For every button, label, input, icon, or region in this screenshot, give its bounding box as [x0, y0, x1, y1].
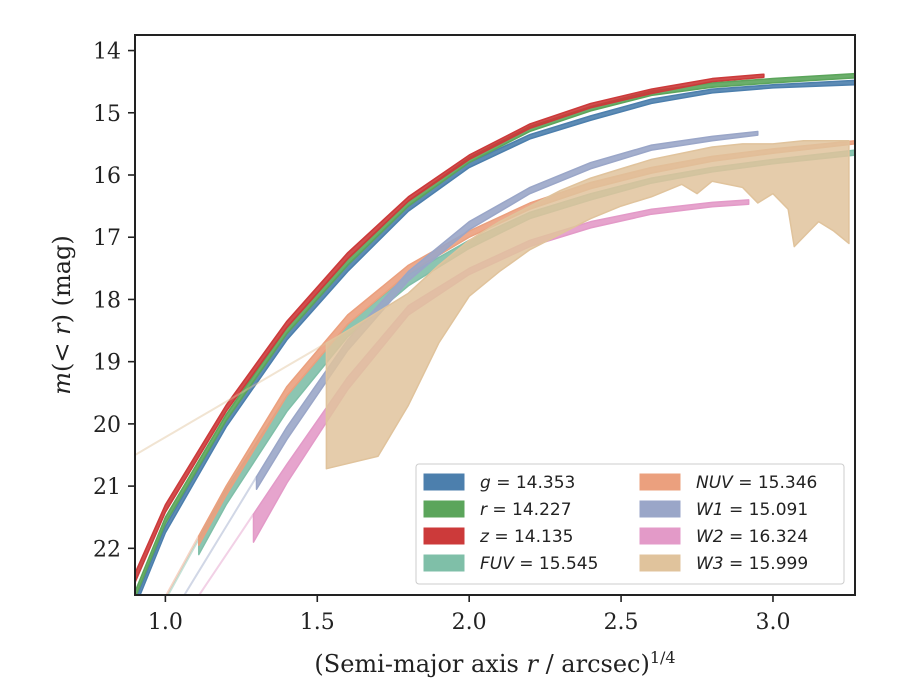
- legend-label-fuv: FUV = 15.545: [480, 554, 598, 574]
- legend-value-g: = 14.353: [491, 473, 576, 493]
- legend-label-w2: W2 = 16.324: [696, 527, 808, 547]
- legend-value-w3: = 15.999: [724, 554, 809, 574]
- x-tick-label: 2.5: [604, 610, 639, 635]
- legend-swatch-w1: [639, 500, 681, 518]
- y-tick-label: 16: [93, 164, 121, 189]
- x-tick-label: 1.0: [148, 610, 183, 635]
- legend-var-nuv: NUV: [696, 473, 734, 493]
- y-axis-label: m(< r) (mag): [48, 235, 76, 395]
- band-z: [135, 73, 765, 584]
- legend-swatch-w3: [639, 554, 681, 572]
- legend-label-nuv: NUV = 15.346: [696, 473, 817, 493]
- band-guide-w3: [135, 342, 327, 456]
- legend-swatch-w2: [639, 527, 681, 545]
- legend-var-fuv: FUV: [480, 554, 515, 574]
- series-layer: [135, 72, 855, 595]
- x-axis-label-part2: / arcsec): [538, 650, 650, 678]
- band-w3: [325, 140, 850, 470]
- x-axis-label-var: r: [526, 650, 539, 678]
- legend-swatch-z: [423, 527, 465, 545]
- legend-value-fuv: = 15.545: [514, 554, 599, 574]
- y-axis-label-var: m: [48, 372, 76, 395]
- legend-var-w2: W2: [696, 527, 724, 547]
- legend-swatch-r: [423, 500, 465, 518]
- x-axis-label-exponent: 1/4: [650, 648, 676, 667]
- y-tick-label: 21: [93, 475, 121, 500]
- legend-var-w1: W1: [696, 500, 724, 520]
- legend-swatch-g: [423, 473, 465, 491]
- band-guide-w2: [197, 513, 255, 595]
- y-axis-label-part1: (<: [48, 335, 76, 372]
- y-tick-label: 15: [93, 102, 121, 127]
- band-guide-fuv: [166, 538, 200, 595]
- x-tick-label: 1.5: [300, 610, 335, 635]
- legend-label-w3: W3 = 15.999: [696, 554, 808, 574]
- plot-frame: [134, 34, 856, 596]
- legend-value-w2: = 16.324: [724, 527, 809, 547]
- legend-swatch-fuv: [423, 554, 465, 572]
- legend-swatch-nuv: [639, 473, 681, 491]
- legend-value-z: = 14.135: [489, 527, 574, 547]
- y-axis: 14 15 16 17 18 19 20 21 22: [93, 40, 135, 562]
- legend-var-r: r: [480, 500, 488, 520]
- band-guide-w1: [183, 476, 258, 595]
- x-tick-label: 2.0: [452, 610, 487, 635]
- legend-var-w3: W3: [696, 554, 724, 574]
- y-axis-label-part2: ) (mag): [48, 235, 76, 323]
- x-axis-label: (Semi-major axis r / arcsec)1/4: [314, 648, 675, 679]
- y-axis-label-r: r: [48, 322, 76, 335]
- legend-var-g: g: [480, 473, 491, 493]
- x-tick-label: 3.0: [755, 610, 790, 635]
- legend-value-nuv: = 15.346: [733, 473, 818, 493]
- legend-label-z: z = 14.135: [479, 527, 573, 547]
- legend-value-r: = 14.227: [487, 500, 572, 520]
- y-tick-label: 20: [93, 413, 121, 438]
- legend-box: [415, 463, 845, 585]
- legend-label-r: r = 14.227: [480, 500, 572, 520]
- legend-value-w1: = 15.091: [724, 500, 809, 520]
- x-axis-label-part1: (Semi-major axis: [314, 650, 526, 678]
- band-guide-nuv: [165, 535, 200, 595]
- y-tick-label: 14: [93, 40, 121, 65]
- x-axis: 1.0 1.5 2.0 2.5 3.0: [148, 595, 790, 635]
- y-tick-label: 18: [93, 288, 121, 313]
- legend-label-w1: W1 = 15.091: [696, 500, 808, 520]
- y-tick-label: 17: [93, 226, 121, 251]
- y-tick-label: 22: [93, 537, 121, 562]
- legend-var-z: z: [479, 527, 490, 547]
- legend-label-g: g = 14.353: [480, 473, 575, 493]
- y-tick-label: 19: [93, 351, 121, 376]
